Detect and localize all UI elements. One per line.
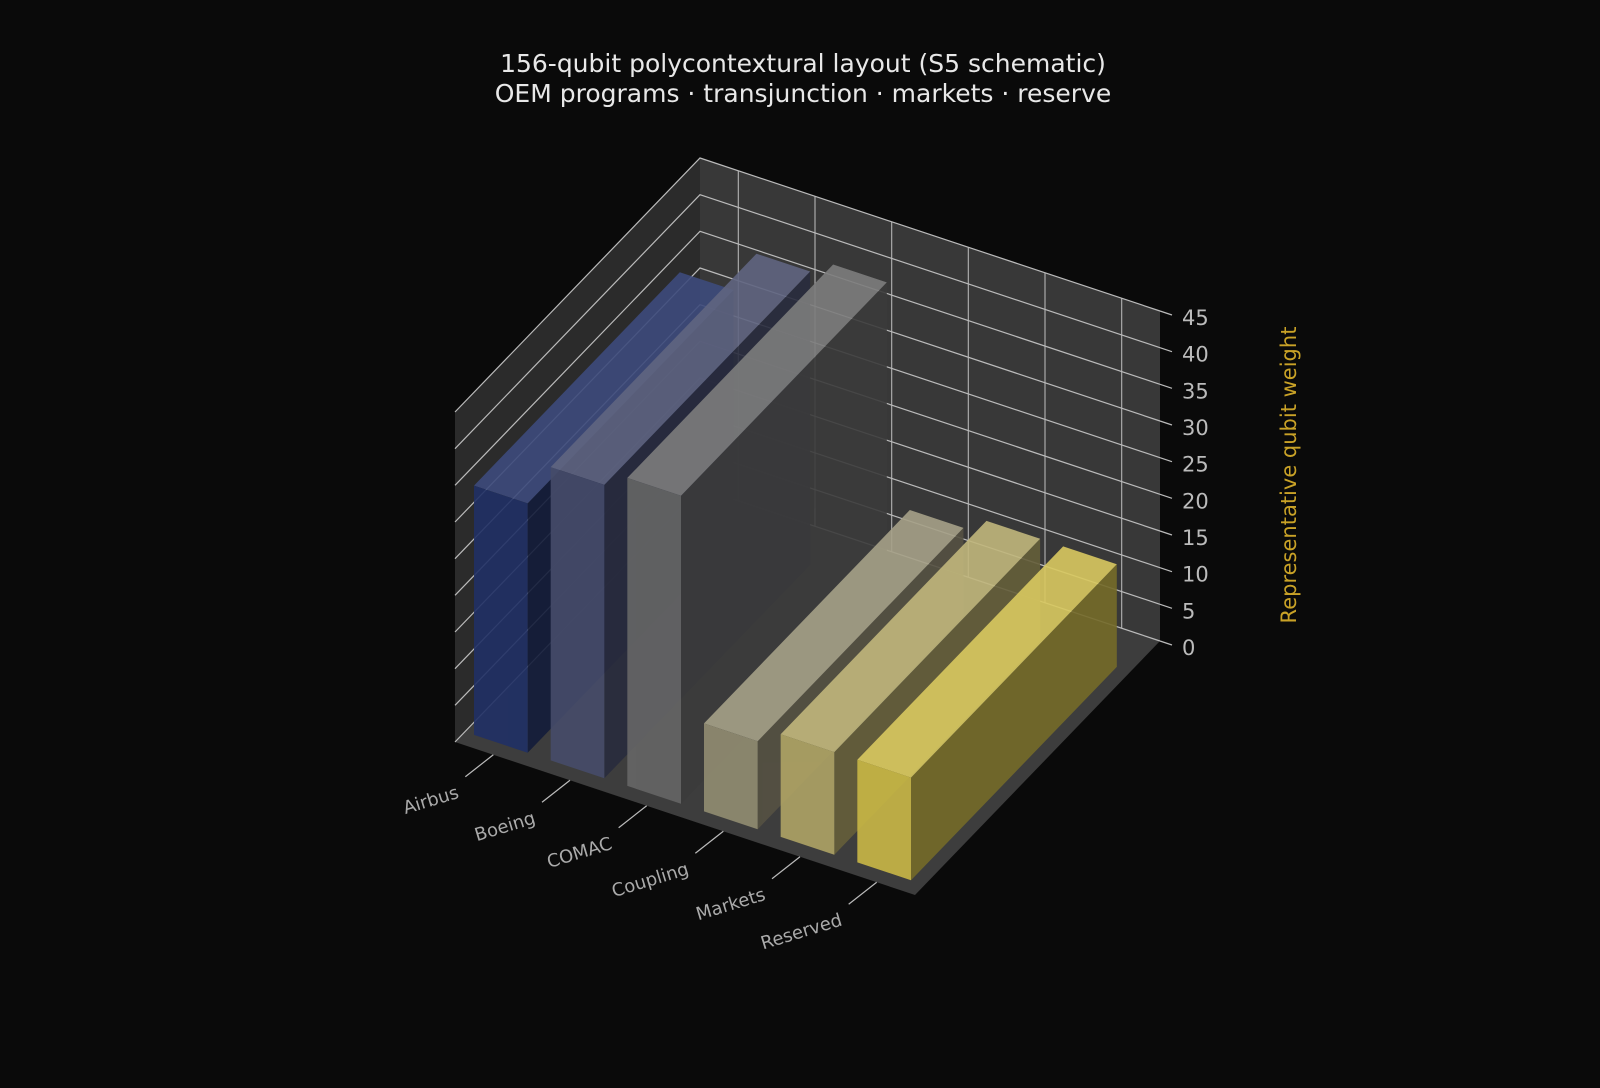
x-tick-label: Coupling <box>609 859 691 902</box>
x-tick <box>694 830 724 854</box>
z-tick <box>1159 603 1173 609</box>
z-tick-label: 0 <box>1182 636 1195 660</box>
z-tick <box>1159 640 1173 646</box>
z-tick <box>1159 310 1173 316</box>
bar-top <box>550 253 811 485</box>
bar-side <box>911 564 1117 881</box>
chart-title: 156-qubit polycontextural layout (S5 sch… <box>500 49 1106 78</box>
z-tick-label: 35 <box>1182 379 1209 403</box>
x-tick-label: COMAC <box>545 833 615 873</box>
z-tick-label: 25 <box>1182 453 1209 477</box>
x-tick-label: Reserved <box>758 910 844 955</box>
grid-line <box>454 193 1161 450</box>
bar-top <box>627 264 887 496</box>
bar-front <box>857 759 911 881</box>
z-tick-label: 40 <box>1182 343 1209 367</box>
x-tick-label: Markets <box>694 884 768 925</box>
z-tick <box>1159 567 1173 573</box>
bar <box>857 546 1117 881</box>
bar <box>627 264 887 804</box>
z-tick-label: 10 <box>1182 563 1209 587</box>
z-tick-label: 5 <box>1182 599 1195 623</box>
bar-front <box>627 477 681 804</box>
bar-front <box>550 467 605 779</box>
bar-top <box>857 546 1117 778</box>
bar-top <box>704 510 964 742</box>
bar-side <box>681 282 887 804</box>
z-tick-label: 15 <box>1182 526 1209 550</box>
z-tick-label: 20 <box>1182 489 1209 513</box>
x-tick-label: Airbus <box>401 782 462 819</box>
z-tick <box>1159 383 1173 389</box>
x-tick <box>541 779 571 803</box>
bar-front <box>780 734 835 855</box>
x-tick <box>464 754 494 778</box>
bar-top <box>780 520 1041 753</box>
z-tick <box>1159 493 1173 499</box>
z-axis-label: Representative qubit weight <box>1277 327 1301 624</box>
z-tick <box>1159 530 1173 536</box>
z-tick-label: 30 <box>1182 416 1209 440</box>
bar-front <box>704 723 758 830</box>
z-tick <box>1159 347 1173 353</box>
grid-line <box>454 157 1161 413</box>
z-tick <box>1159 420 1173 426</box>
z-tick <box>1159 457 1173 463</box>
bar-front <box>474 485 528 753</box>
x-tick <box>618 805 648 829</box>
x-tick <box>771 856 801 880</box>
x-tick-label: Boeing <box>472 808 538 846</box>
grid-line <box>454 230 1161 486</box>
x-tick <box>848 881 878 905</box>
chart-subtitle: OEM programs · transjunction · markets ·… <box>495 79 1112 108</box>
bar-top <box>474 272 734 504</box>
z-tick-label: 45 <box>1182 306 1209 330</box>
